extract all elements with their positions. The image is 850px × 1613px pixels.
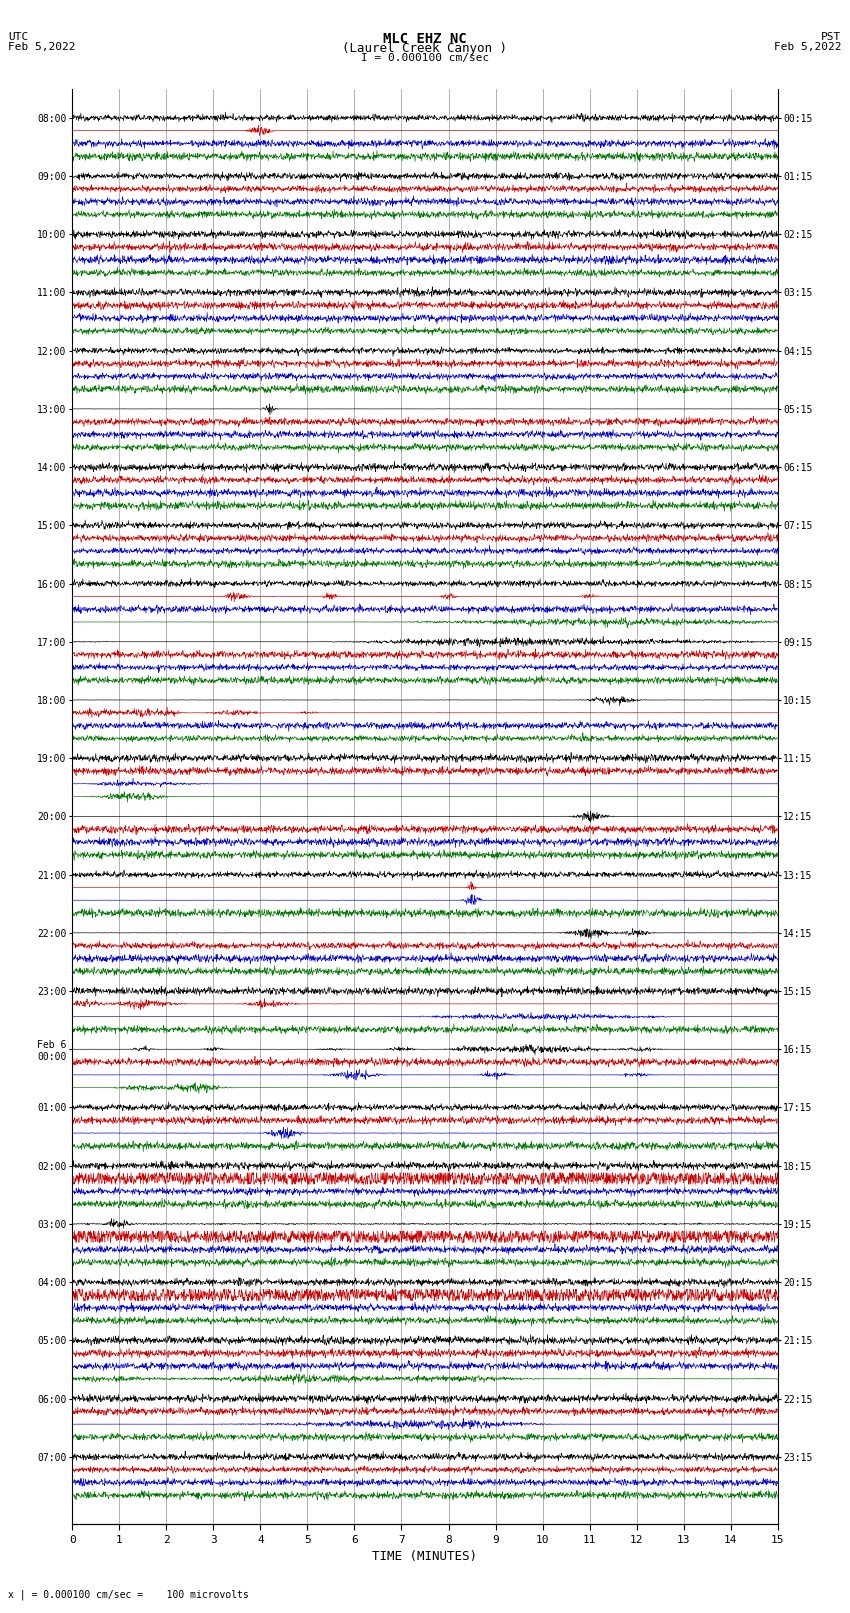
Text: (Laurel Creek Canyon ): (Laurel Creek Canyon ): [343, 42, 507, 55]
Text: x | = 0.000100 cm/sec =    100 microvolts: x | = 0.000100 cm/sec = 100 microvolts: [8, 1589, 249, 1600]
Text: PST: PST: [821, 32, 842, 42]
Text: Feb 5,2022: Feb 5,2022: [774, 42, 842, 52]
Text: I = 0.000100 cm/sec: I = 0.000100 cm/sec: [361, 53, 489, 63]
Text: Feb 5,2022: Feb 5,2022: [8, 42, 76, 52]
Text: MLC EHZ NC: MLC EHZ NC: [383, 32, 467, 47]
Text: UTC: UTC: [8, 32, 29, 42]
X-axis label: TIME (MINUTES): TIME (MINUTES): [372, 1550, 478, 1563]
